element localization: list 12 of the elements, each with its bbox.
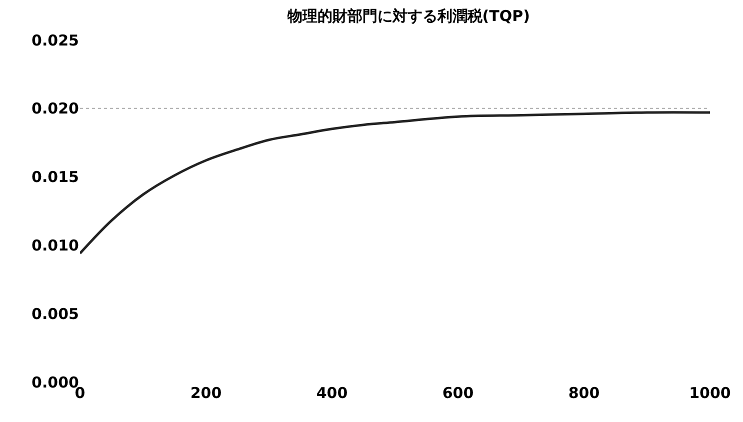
x-tick-label: 200: [190, 384, 222, 402]
y-tick-label: 0.010: [32, 236, 79, 254]
x-tick-label: 800: [568, 384, 600, 402]
y-tick-label: 0.020: [32, 100, 79, 118]
x-tick-label: 600: [442, 384, 474, 402]
y-tick-label: 0.005: [32, 304, 79, 323]
x-tick-label: 400: [316, 384, 348, 402]
line-series: [80, 111, 710, 255]
y-tick-label: 0.015: [32, 168, 79, 186]
x-tick-label: 1000: [689, 384, 731, 402]
y-tick-label: 0.025: [32, 31, 79, 50]
chart-title: 物理的財部門に対する利潤税(TQP): [286, 7, 530, 26]
